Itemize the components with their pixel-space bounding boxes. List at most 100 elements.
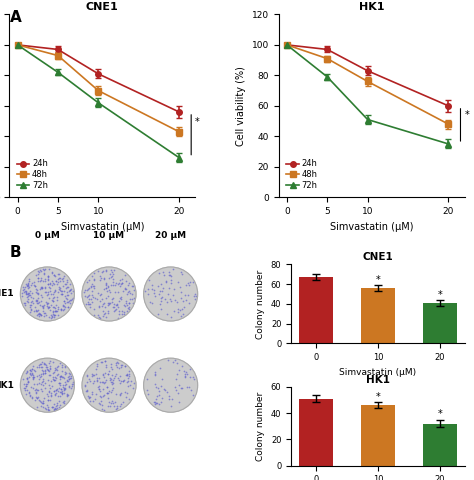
Point — [64, 276, 71, 284]
Point — [176, 398, 183, 406]
Point — [100, 275, 108, 282]
Point — [55, 304, 62, 312]
Point — [38, 399, 46, 407]
Point — [109, 294, 117, 301]
Point — [173, 371, 181, 378]
Point — [99, 378, 107, 386]
Point — [84, 300, 91, 308]
Point — [120, 301, 128, 309]
Point — [64, 299, 71, 306]
Point — [128, 282, 136, 290]
Point — [167, 279, 175, 287]
Point — [52, 307, 60, 314]
Point — [130, 294, 137, 301]
Point — [41, 366, 49, 374]
Point — [94, 311, 102, 319]
Point — [98, 295, 106, 302]
Point — [44, 274, 52, 281]
Point — [171, 356, 179, 364]
Point — [157, 305, 165, 312]
Point — [47, 311, 55, 318]
Point — [26, 392, 33, 400]
Point — [49, 359, 57, 366]
Point — [117, 295, 125, 303]
Circle shape — [20, 267, 74, 321]
Text: *: * — [0, 479, 1, 480]
Point — [52, 287, 59, 294]
Point — [179, 310, 187, 318]
Point — [168, 313, 175, 321]
Point — [38, 283, 46, 290]
Point — [98, 359, 106, 366]
Point — [67, 297, 75, 304]
Point — [48, 270, 55, 277]
Point — [113, 404, 121, 412]
Title: HK1: HK1 — [366, 374, 390, 384]
Point — [104, 282, 112, 290]
Point — [89, 282, 97, 289]
Point — [22, 382, 30, 390]
Point — [37, 360, 45, 368]
Point — [104, 371, 112, 378]
Point — [114, 280, 121, 288]
Point — [181, 372, 188, 380]
Point — [33, 299, 41, 307]
Point — [86, 397, 94, 405]
Point — [57, 290, 65, 298]
Point — [186, 365, 194, 372]
Point — [23, 290, 30, 298]
Point — [97, 387, 104, 395]
Point — [53, 293, 61, 301]
Point — [57, 287, 64, 295]
Point — [101, 378, 109, 386]
Point — [29, 384, 37, 392]
Point — [65, 383, 73, 391]
Point — [46, 372, 54, 379]
Point — [173, 298, 181, 305]
Point — [161, 386, 169, 394]
X-axis label: Simvastatin (μM): Simvastatin (μM) — [330, 222, 413, 231]
Point — [99, 385, 107, 393]
Point — [82, 378, 90, 385]
Bar — [299, 398, 333, 466]
Point — [50, 387, 58, 395]
Point — [63, 295, 71, 303]
Point — [25, 377, 32, 385]
Point — [43, 365, 51, 372]
Point — [107, 288, 114, 296]
Point — [146, 298, 154, 306]
Point — [114, 402, 121, 410]
Point — [104, 395, 112, 402]
Point — [26, 366, 33, 374]
Point — [44, 290, 52, 298]
Point — [118, 361, 125, 369]
Point — [34, 311, 41, 318]
Point — [66, 296, 74, 304]
Point — [92, 365, 100, 372]
Point — [39, 368, 47, 375]
Point — [36, 372, 43, 379]
Point — [55, 403, 63, 411]
Point — [55, 384, 63, 392]
Point — [46, 358, 54, 365]
Point — [104, 287, 111, 295]
Point — [47, 392, 55, 400]
Point — [91, 371, 98, 379]
Point — [32, 306, 40, 314]
Point — [35, 306, 42, 314]
Point — [27, 301, 35, 309]
Point — [87, 300, 94, 308]
Point — [129, 384, 137, 392]
Point — [124, 281, 131, 289]
Point — [37, 380, 45, 388]
Point — [23, 386, 31, 394]
Point — [54, 278, 62, 286]
Point — [96, 400, 104, 408]
Y-axis label: Colony number: Colony number — [256, 392, 265, 461]
Point — [152, 400, 159, 408]
Point — [47, 389, 55, 396]
Point — [104, 308, 112, 315]
Point — [119, 377, 127, 385]
Point — [157, 280, 165, 288]
Point — [19, 375, 27, 383]
